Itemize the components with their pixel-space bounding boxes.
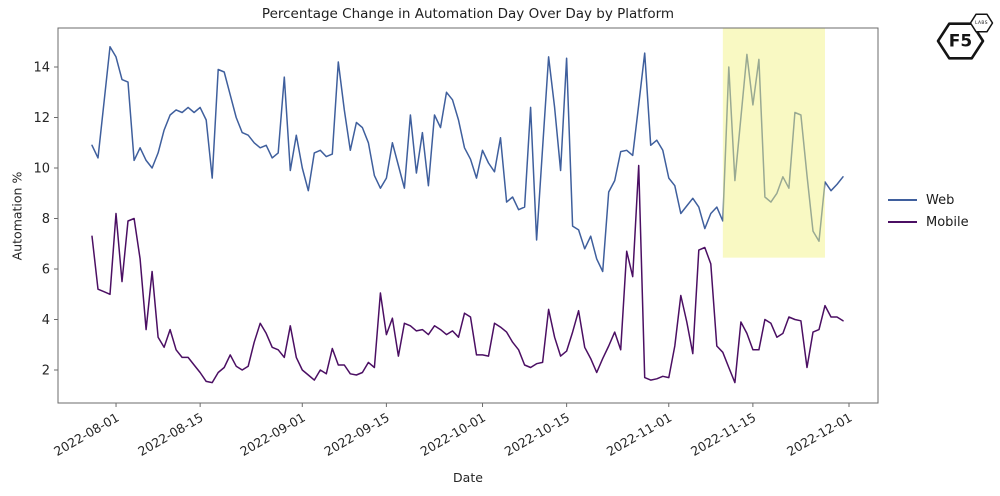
x-tick-label: 2022-09-01 xyxy=(237,410,307,459)
mobile-series-line xyxy=(91,164,844,384)
y-tick-label: 12 xyxy=(33,111,50,126)
chart-title: Percentage Change in Automation Day Over… xyxy=(261,6,675,22)
y-tick-label: 8 xyxy=(42,212,50,227)
x-tick-label: 2022-10-15 xyxy=(502,410,572,459)
legend-entry-web: Web xyxy=(888,192,969,208)
web-line-swatch xyxy=(888,199,917,201)
y-axis-label: Automation % xyxy=(9,171,25,261)
f5-labs-logo: F5 LABS xyxy=(936,13,994,60)
x-tick-label: 2022-12-01 xyxy=(784,410,854,459)
mobile-line-swatch xyxy=(888,221,917,223)
x-tick-label: 2022-08-01 xyxy=(51,410,121,459)
labs-hexagon-icon xyxy=(969,13,994,33)
x-tick-label: 2022-11-15 xyxy=(688,410,758,459)
y-tick-label: 10 xyxy=(33,162,50,177)
x-axis-label: Date xyxy=(453,470,483,485)
legend-label-web: Web xyxy=(926,192,955,208)
labs-logo-text: LABS xyxy=(975,20,988,26)
web-series-line xyxy=(91,46,844,273)
legend-label-mobile: Mobile xyxy=(926,214,969,230)
highlight-region xyxy=(722,28,825,258)
f5-logo-text: F5 xyxy=(949,32,972,52)
x-tick-label: 2022-08-15 xyxy=(135,410,205,459)
y-tick-label: 2 xyxy=(42,364,50,379)
y-tick-label: 6 xyxy=(42,263,50,278)
x-tick-label: 2022-09-15 xyxy=(321,410,391,459)
y-tick-label: 14 xyxy=(33,61,50,76)
legend-entry-mobile: Mobile xyxy=(888,214,969,230)
x-tick-label: 2022-11-01 xyxy=(604,410,674,459)
legend: Web Mobile xyxy=(888,192,969,230)
y-tick-label: 4 xyxy=(42,313,50,328)
x-tick-label: 2022-10-01 xyxy=(418,410,488,459)
